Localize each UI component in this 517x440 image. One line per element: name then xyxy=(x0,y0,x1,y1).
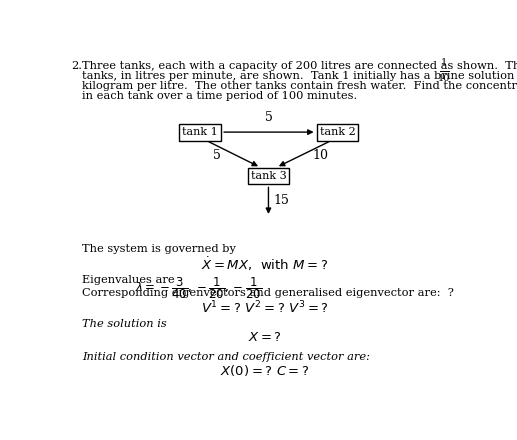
Text: $\dot{X} = MX$,  with $M =?$: $\dot{X} = MX$, with $M =?$ xyxy=(201,255,328,273)
Text: $X =?$: $X =?$ xyxy=(248,331,282,344)
Text: 5: 5 xyxy=(214,149,221,162)
Text: 5: 5 xyxy=(265,111,273,125)
Text: Corresponding eigenvectors and generalised eigenvector are:  ?: Corresponding eigenvectors and generalis… xyxy=(82,289,453,298)
Text: in each tank over a time period of 100 minutes.: in each tank over a time period of 100 m… xyxy=(82,91,357,101)
Text: The system is governed by: The system is governed by xyxy=(82,244,236,254)
Text: $X(0) =?\ C =?$: $X(0) =?\ C =?$ xyxy=(220,363,309,378)
Text: kilogram per litre.  The other tanks contain fresh water.  Find the concentratio: kilogram per litre. The other tanks cont… xyxy=(82,81,517,91)
Text: Eigenvalues are: Eigenvalues are xyxy=(82,275,178,285)
Text: tank 3: tank 3 xyxy=(251,171,286,181)
FancyBboxPatch shape xyxy=(179,124,221,141)
Text: $\lambda = -\dfrac{3}{40}, -\dfrac{1}{20}, -\dfrac{1}{20}$: $\lambda = -\dfrac{3}{40}, -\dfrac{1}{20… xyxy=(135,275,262,301)
Text: Three tanks, each with a capacity of 200 litres are connected as shown.  The flo: Three tanks, each with a capacity of 200… xyxy=(82,61,517,71)
Text: 1: 1 xyxy=(441,59,448,67)
Text: 2.: 2. xyxy=(71,61,82,71)
Text: tanks, in litres per minute, are shown.  Tank 1 initially has a brine solution w: tanks, in litres per minute, are shown. … xyxy=(82,71,517,81)
Text: $V^1 =?\ V^2 =?\ V^3 =?$: $V^1 =?\ V^2 =?\ V^3 =?$ xyxy=(201,300,329,316)
Text: The solution is: The solution is xyxy=(82,319,166,329)
FancyBboxPatch shape xyxy=(248,168,290,184)
Text: tank 2: tank 2 xyxy=(320,127,355,137)
Text: 10: 10 xyxy=(312,149,328,162)
Text: 15: 15 xyxy=(274,194,290,207)
FancyBboxPatch shape xyxy=(316,124,358,141)
Text: Initial condition vector and coefficient vector are:: Initial condition vector and coefficient… xyxy=(82,352,370,362)
Text: 10: 10 xyxy=(438,74,450,83)
Text: tank 1: tank 1 xyxy=(183,127,218,137)
